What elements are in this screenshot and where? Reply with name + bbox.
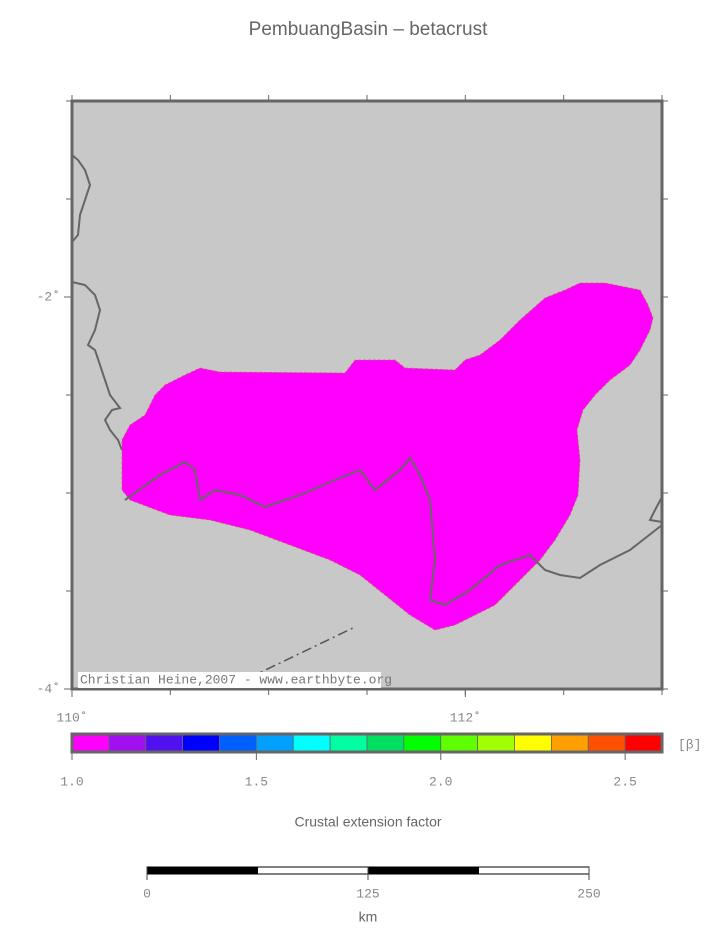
lon-label: 110˚ (56, 710, 87, 725)
colorbar-cell (477, 733, 515, 753)
colorbar-cell (440, 733, 479, 753)
scalebar-segment (478, 866, 590, 875)
colorbar-cell (219, 733, 257, 753)
colorbar-tick-label: 2.5 (613, 774, 636, 789)
colorbar-cell (108, 733, 147, 753)
colorbar-cell (329, 733, 368, 753)
colorbar-cell (403, 733, 442, 753)
colorbar-label: Crustal extension factor (294, 814, 441, 830)
colorbar-cell (71, 733, 110, 753)
colorbar-cell (624, 733, 663, 753)
colorbar-cell (366, 733, 405, 753)
credit-box (78, 672, 381, 688)
colorbar-cell (182, 733, 220, 753)
scalebar-unit: km (359, 909, 378, 925)
colorbar-cell (145, 733, 184, 753)
credit: Christian Heine,2007 - www.earthbyte.org (80, 672, 392, 687)
basin-area (121, 282, 654, 631)
scalebar-tick-label: 250 (577, 886, 600, 901)
colorbar-tick-label: 1.0 (60, 774, 83, 789)
colorbar-unit: [β] (678, 737, 701, 752)
colorbar-cell (255, 733, 294, 753)
coastline (71, 154, 663, 607)
colorbar-tick-label: 1.5 (245, 774, 268, 789)
colorbar-tick-label: 2.0 (429, 774, 452, 789)
colorbar-frame (70, 732, 664, 754)
scalebar-segment (146, 866, 258, 875)
scalebar-tick-label: 125 (356, 886, 379, 901)
lon-label: 112˚ (450, 710, 481, 725)
scalebar-tick-label: 0 (143, 886, 151, 901)
scalebar-segment (367, 866, 479, 875)
colorbar-cell (514, 733, 552, 753)
colorbar-cell (550, 733, 589, 753)
colorbar-cell (292, 733, 331, 753)
title: PembuangBasin – betacrust (249, 19, 488, 40)
lat-label: -2˚ (37, 289, 60, 304)
scalebar-segment (257, 866, 369, 875)
lat-label: -4˚ (37, 681, 60, 696)
colorbar-cell (587, 733, 626, 753)
